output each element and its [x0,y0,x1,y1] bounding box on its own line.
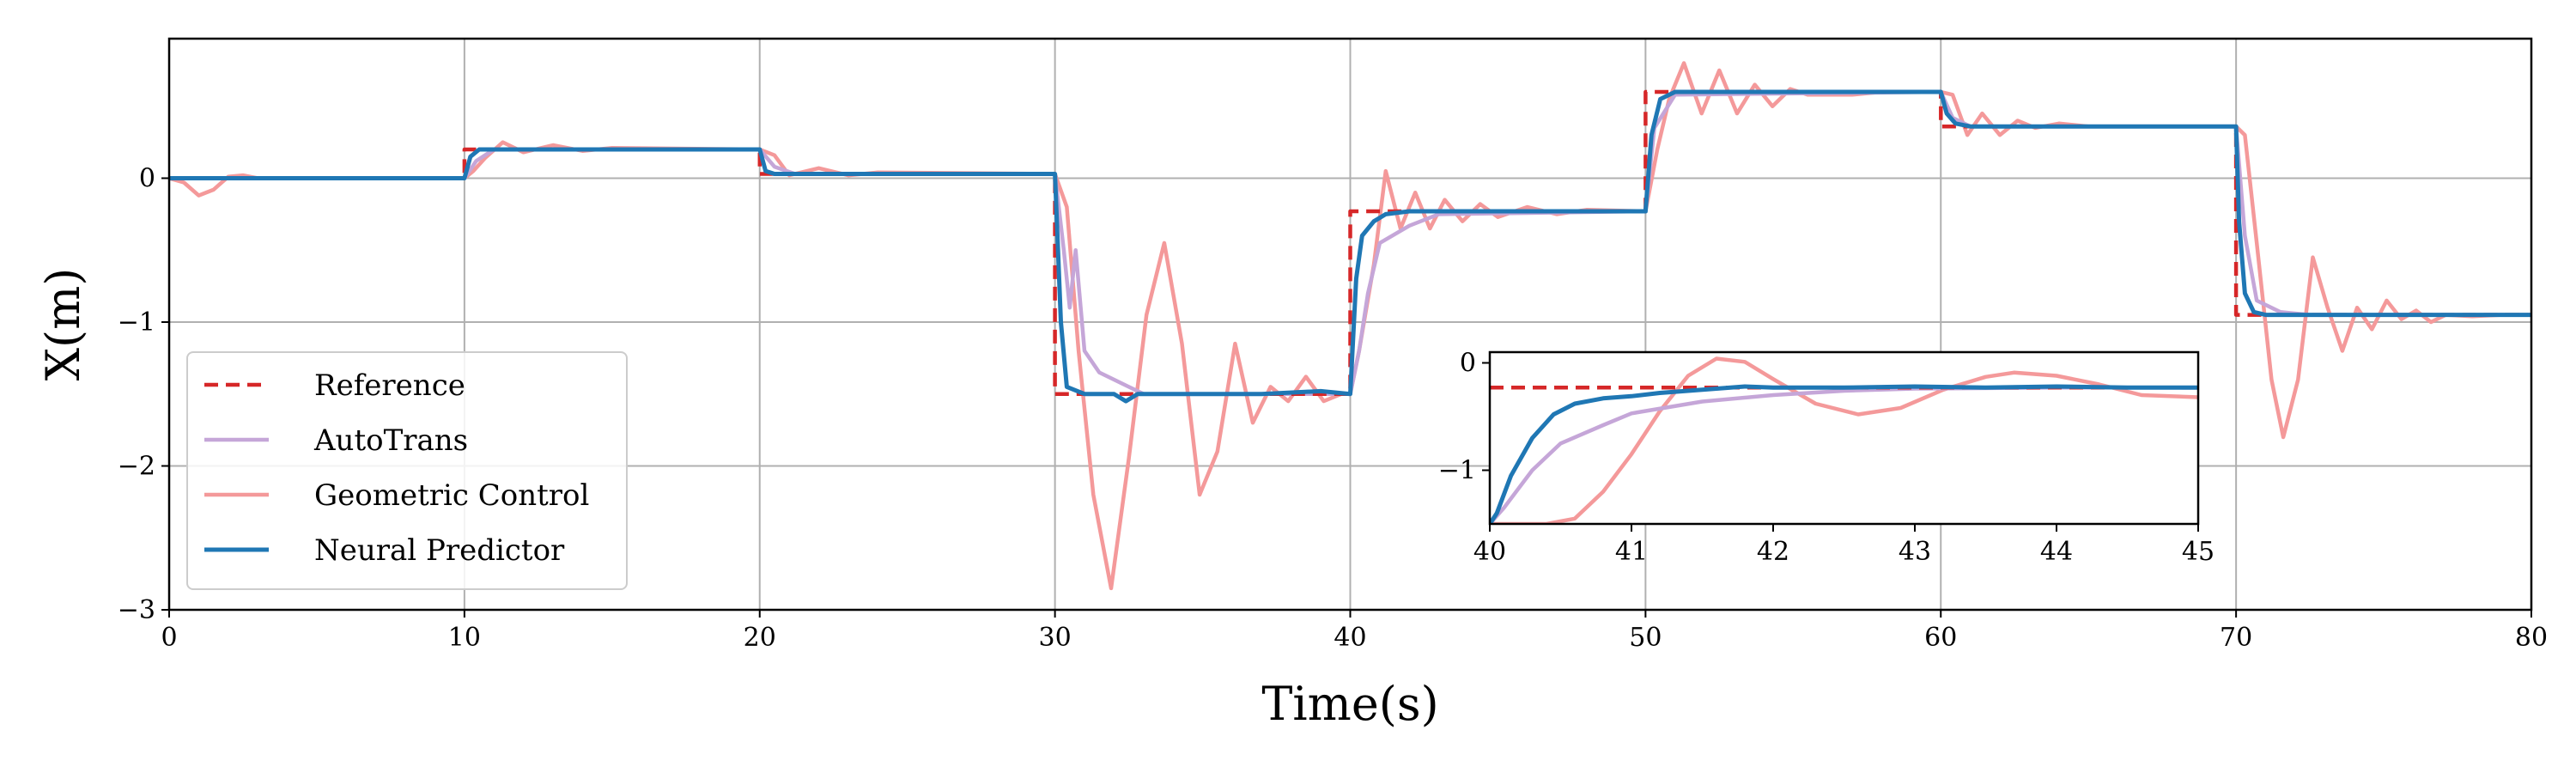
inset-plot-x-tick-label: 41 [1615,537,1648,567]
main-plot-x-tick-label: 50 [1629,623,1662,653]
legend-label: AutoTrans [313,423,468,458]
inset-plot-x-tick-label: 40 [1473,537,1506,567]
legend-label: Geometric Control [314,478,589,513]
main-plot-y-tick-label: −2 [118,451,155,481]
main-plot-y-tick-label: −1 [118,307,155,338]
inset-plot-x-tick-label: 45 [2182,537,2215,567]
main-plot-y-tick-label: 0 [139,163,155,193]
legend-label: Neural Predictor [314,533,565,568]
inset-plot-frame [1488,350,2200,526]
legend-label: Reference [314,368,465,403]
main-plot-x-tick-label: 40 [1334,623,1366,653]
main-plot-x-tick-label: 20 [744,623,776,653]
main-plot-y-tick-label: −3 [118,595,155,625]
y-axis-label: X(m) [36,268,90,381]
main-plot-series-neural-predictor [169,89,2531,404]
main-plot-x-tick-label: 60 [1924,623,1957,653]
main-plot-x-tick-label: 70 [2220,623,2252,653]
main-plot-x-tick-label: 30 [1039,623,1072,653]
inset-plot-x-tick-label: 44 [2040,537,2073,567]
inset-plot-x-tick-label: 42 [1757,537,1789,567]
inset-plot-series-neural-predictor [1490,384,2198,524]
legend-box [186,351,628,590]
inset-plot-x-tick-label: 43 [1899,537,1931,567]
x-axis-label: Time(s) [1261,677,1438,731]
inset-plot-series-geometric-control [1490,356,2198,524]
main-plot-x-tick-label: 80 [2515,623,2548,653]
inset-plot-y-tick-label: −1 [1438,456,1476,486]
main-plot-x-tick-label: 10 [448,623,481,653]
inset-plot-y-tick-label: 0 [1460,349,1476,379]
main-plot-series-reference [169,89,2531,396]
main-plot-x-tick-label: 0 [161,623,177,653]
